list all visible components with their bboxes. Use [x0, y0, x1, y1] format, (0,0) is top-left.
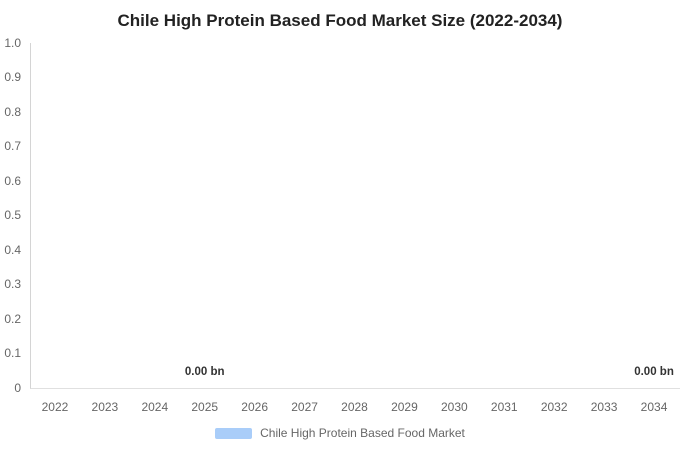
legend-item[interactable]: Chile High Protein Based Food Market	[0, 425, 680, 441]
series-data-label: 0.00 bn	[634, 366, 674, 378]
y-tick-label: 0.1	[4, 346, 21, 360]
legend-label: Chile High Protein Based Food Market	[260, 426, 465, 440]
x-tick-label: 2031	[490, 400, 518, 414]
x-tick-label: 2034	[640, 400, 668, 414]
x-tick-label: 2032	[540, 400, 568, 414]
x-tick-label: 2023	[91, 400, 119, 414]
y-tick-label: 0.9	[4, 70, 21, 84]
x-tick-label: 2026	[241, 400, 268, 414]
x-tick-label: 2025	[191, 400, 219, 414]
y-tick-label: 0.4	[4, 242, 21, 257]
y-tick-label: 0.7	[4, 139, 21, 153]
x-tick-label: 2030	[440, 400, 468, 414]
chart-title: Chile High Protein Based Food Market Siz…	[117, 11, 563, 30]
plot-area	[30, 43, 680, 389]
y-tick-label: 0.6	[4, 173, 21, 188]
y-tick-label: 0	[14, 380, 21, 395]
x-tick-label: 2027	[291, 400, 318, 414]
y-tick-label: 0.3	[4, 277, 21, 291]
x-tick-label: 2024	[141, 400, 169, 414]
y-tick-label: 0.2	[4, 311, 21, 326]
x-tick-label: 2033	[590, 400, 618, 414]
x-tick-label: 2028	[341, 400, 368, 414]
y-tick-label: 1.0	[4, 35, 21, 50]
x-tick-label: 2022	[41, 400, 69, 414]
series-data-label: 0.00 bn	[184, 366, 225, 378]
y-tick-label: 0.8	[4, 104, 21, 119]
x-tick-label: 2029	[391, 400, 418, 414]
legend-swatch	[215, 427, 253, 439]
y-tick-label: 0.5	[4, 208, 21, 222]
